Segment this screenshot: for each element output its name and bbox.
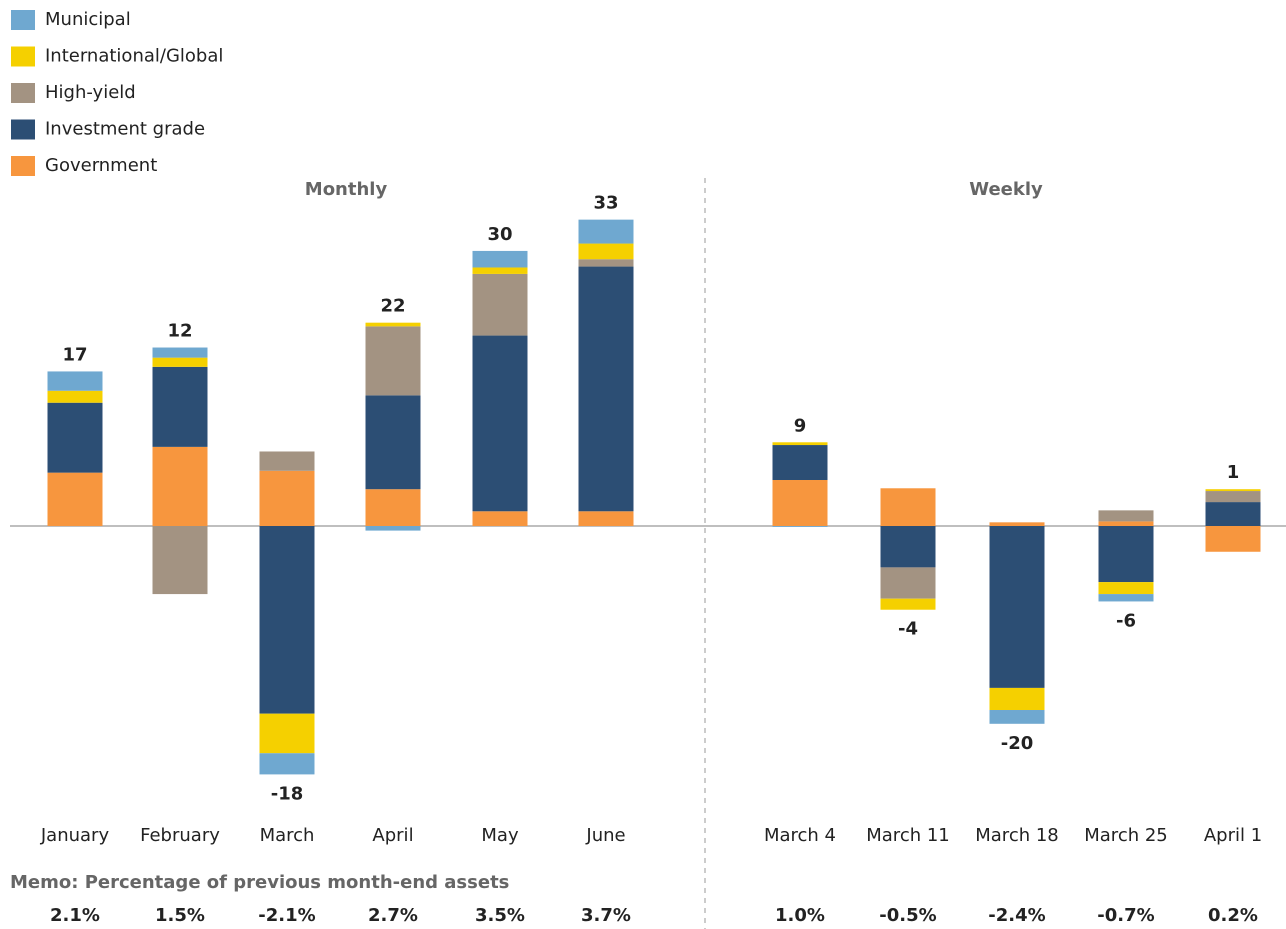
- x-tick-label: March 25: [1084, 825, 1168, 846]
- bar-segment: [472, 250, 528, 268]
- bar-segment: [47, 390, 103, 403]
- bar-segment: [989, 710, 1045, 724]
- legend-label: International/Global: [45, 46, 223, 67]
- total-label: -4: [898, 619, 918, 640]
- memo-value: -0.5%: [879, 905, 936, 926]
- bar-segment: [472, 273, 528, 336]
- bar-segment: [365, 322, 421, 327]
- legend-swatch: [11, 119, 35, 140]
- bar-segment: [472, 267, 528, 274]
- memo-value: 1.0%: [775, 905, 825, 926]
- bar-segment: [47, 402, 103, 473]
- x-tick-label: March: [260, 825, 315, 846]
- total-label: 22: [380, 296, 405, 317]
- bar-segment: [47, 371, 103, 391]
- bar-segment: [1098, 521, 1154, 526]
- legend-swatch: [11, 46, 35, 67]
- bar-segment: [365, 489, 421, 526]
- total-label: -18: [271, 783, 304, 804]
- bar-segment: [1098, 510, 1154, 522]
- bar-segment: [47, 472, 103, 526]
- bar-segment: [989, 526, 1045, 688]
- x-tick-label: May: [481, 825, 519, 846]
- total-label: 33: [593, 193, 618, 214]
- x-tick-label: April: [372, 825, 413, 846]
- legend-label: Investment grade: [45, 119, 205, 140]
- bar-segment: [578, 511, 634, 526]
- bar-segment: [578, 219, 634, 244]
- bar-segment: [152, 366, 208, 447]
- bar-segment: [365, 395, 421, 490]
- bar-segment: [152, 347, 208, 358]
- bar-segment: [259, 713, 315, 754]
- bar-segment: [1205, 491, 1261, 503]
- legend-swatch: [11, 83, 35, 103]
- bar-segment: [880, 567, 936, 599]
- bar-segment: [578, 243, 634, 260]
- x-tick-label: April 1: [1204, 825, 1262, 846]
- bar-segment: [1098, 526, 1154, 583]
- bar-segment: [772, 442, 828, 446]
- memo-value: 3.5%: [475, 905, 525, 926]
- x-tick-label: January: [40, 825, 110, 846]
- x-tick-label: March 11: [866, 825, 950, 846]
- bar-segment: [365, 526, 421, 531]
- memo-value: 2.1%: [50, 905, 100, 926]
- bar-segment: [772, 480, 828, 526]
- panel-title: Weekly: [969, 179, 1043, 200]
- bar-segment: [1205, 489, 1261, 492]
- bar-segment: [880, 526, 936, 568]
- total-label: 17: [62, 344, 87, 365]
- bar-segment: [259, 470, 315, 526]
- bar-segment: [259, 526, 315, 714]
- bar-segment: [578, 259, 634, 267]
- memo-title: Memo: Percentage of previous month-end a…: [10, 872, 509, 893]
- bar-segment: [880, 598, 936, 610]
- bar-segment: [880, 488, 936, 526]
- bar-segment: [578, 266, 634, 512]
- total-label: 30: [487, 224, 512, 245]
- total-label: 1: [1227, 462, 1240, 483]
- legend-swatch: [11, 156, 35, 176]
- x-tick-label: March 18: [975, 825, 1059, 846]
- memo-value: -2.1%: [258, 905, 315, 926]
- bar-segment: [259, 753, 315, 775]
- x-tick-label: March 4: [764, 825, 836, 846]
- bar-segment: [152, 357, 208, 367]
- total-label: 12: [167, 321, 192, 342]
- bar-segment: [472, 511, 528, 526]
- bar-segment: [365, 326, 421, 396]
- bar-segment: [1098, 582, 1154, 595]
- total-label: -20: [1001, 733, 1034, 754]
- memo-value: 0.2%: [1208, 905, 1258, 926]
- panel-title: Monthly: [305, 179, 388, 200]
- memo-value: 2.7%: [368, 905, 418, 926]
- bar-segment: [472, 335, 528, 512]
- memo-value: 1.5%: [155, 905, 205, 926]
- memo-value: -0.7%: [1097, 905, 1154, 926]
- memo-value: 3.7%: [581, 905, 631, 926]
- bar-segment: [259, 451, 315, 471]
- x-tick-label: June: [585, 825, 625, 846]
- legend-label: Government: [45, 155, 157, 176]
- total-label: -6: [1116, 610, 1136, 631]
- bar-segment: [152, 446, 208, 526]
- bar-segment: [989, 522, 1045, 526]
- legend-swatch: [11, 10, 35, 30]
- bar-segment: [1205, 502, 1261, 526]
- bar-segment: [1205, 526, 1261, 552]
- legend-label: Municipal: [45, 9, 131, 30]
- x-tick-label: February: [140, 825, 220, 846]
- bar-segment: [772, 526, 828, 527]
- total-label: 9: [794, 415, 807, 436]
- legend-label: High-yield: [45, 82, 136, 103]
- bar-segment: [772, 445, 828, 480]
- bar-segment: [989, 687, 1045, 710]
- bar-segment: [152, 526, 208, 595]
- memo-value: -2.4%: [988, 905, 1045, 926]
- bar-segment: [1098, 594, 1154, 602]
